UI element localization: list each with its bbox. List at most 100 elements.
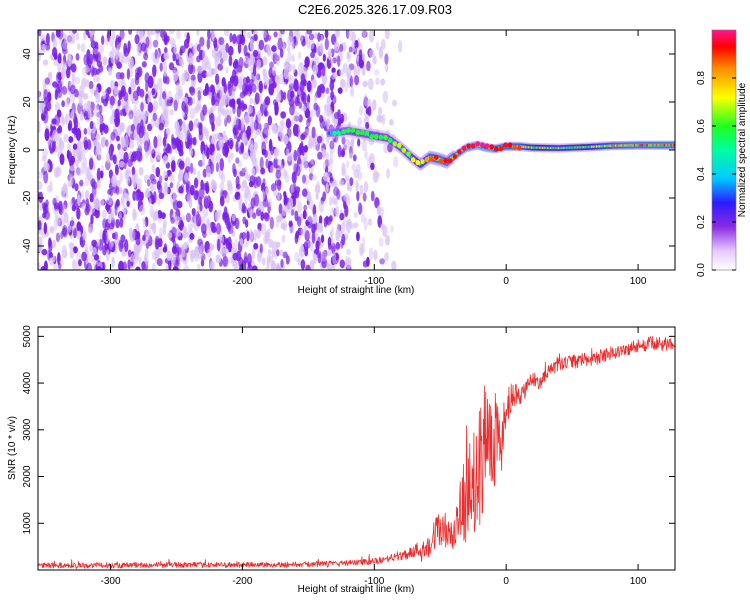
spectrogram-noise-blob [178, 89, 183, 96]
spectrogram-noise-blob [260, 182, 266, 193]
spectrogram-noise-blob [193, 190, 199, 201]
spectrogram-noise-blob [300, 34, 304, 42]
spectrogram-y-tick-label: 0 [22, 147, 33, 153]
spectrogram-noise-blob [239, 237, 244, 246]
spectrogram-noise-blob [319, 118, 325, 129]
spectrogram-noise-blob [262, 197, 269, 208]
spectrogram-noise-blob [107, 67, 113, 76]
spectrogram-noise-blob [384, 30, 390, 40]
spectrogram-noise-blob [260, 222, 267, 235]
spectrogram-noise-blob [225, 222, 232, 230]
spectrogram-noise-blob [156, 258, 163, 267]
spectrogram-noise-blob [276, 159, 283, 166]
spectrogram-noise-blob [103, 124, 109, 134]
spectrogram-noise-blob [76, 230, 82, 240]
spectrogram-noise-blob [321, 85, 326, 94]
spectrogram-noise-blob [188, 52, 193, 66]
spectrogram-signal-peak [512, 144, 517, 151]
spectrogram-noise-blob [175, 128, 181, 138]
spectrogram-noise-blob [282, 168, 287, 180]
spectrogram-noise-blob [365, 107, 370, 115]
spectrogram-noise-blob [106, 194, 113, 206]
spectrogram-noise-blob [163, 186, 169, 196]
spectrogram-noise-blob [90, 66, 95, 77]
spectrogram-noise-blob [366, 256, 370, 267]
snr-x-tick-label: -300 [101, 576, 121, 587]
spectrogram-noise-blob [118, 186, 123, 195]
spectrogram-noise-blob [315, 42, 320, 54]
spectrogram-noise-blob [265, 128, 271, 137]
spectrogram-noise-blob [238, 145, 245, 155]
spectrogram-noise-blob [168, 173, 175, 183]
spectrogram-noise-blob [111, 174, 117, 188]
spectrogram-noise-blob [55, 232, 61, 243]
spectrogram-noise-blob [72, 227, 77, 239]
spectrogram-noise-blob [62, 54, 67, 66]
spectrogram-noise-blob [215, 116, 222, 128]
spectrogram-noise-blob [143, 140, 149, 153]
spectrogram-noise-blob [81, 251, 87, 262]
spectrogram-noise-blob [293, 111, 300, 123]
spectrogram-noise-blob [133, 243, 139, 253]
spectrogram-noise-blob [69, 220, 75, 227]
spectrogram-noise-blob [317, 253, 322, 264]
spectrogram-noise-blob [372, 99, 377, 112]
spectrogram-noise-blob [197, 65, 203, 74]
spectrogram-noise-blob [185, 212, 192, 223]
spectrogram-noise-blob [144, 190, 151, 198]
spectrogram-y-tick-label: -20 [22, 190, 33, 205]
spectrogram-noise-blob [368, 247, 374, 260]
spectrogram-noise-blob [322, 171, 329, 182]
spectrogram-noise-blob [134, 67, 141, 76]
spectrogram-noise-blob [93, 254, 100, 261]
spectrogram-noise-blob [100, 170, 104, 179]
spectrogram-noise-blob [38, 191, 41, 198]
spectrogram-noise-blob [356, 190, 360, 202]
spectrogram-noise-blob [43, 170, 49, 184]
spectrogram-noise-blob [303, 241, 309, 251]
spectrogram-noise-blob [70, 155, 76, 164]
spectrogram-noise-blob [100, 124, 104, 136]
colorbar-ticks: 0.0 0.2 0.4 0.6 0.8 [696, 71, 736, 277]
spectrogram-noise-blob [270, 165, 275, 174]
spectrogram-noise-blob [250, 121, 254, 134]
spectrogram-noise-blob [292, 195, 297, 207]
spectrogram-noise-blob [214, 133, 221, 140]
spectrogram-signal-peak [452, 153, 457, 160]
spectrogram-noise-blob [130, 153, 135, 163]
spectrogram-noise-blob [298, 62, 304, 74]
spectrogram-noise-blob [253, 64, 257, 77]
spectrogram-noise-blob [253, 34, 258, 42]
spectrogram-noise-blob [302, 159, 308, 170]
spectrogram-noise-blob [358, 49, 363, 59]
spectrogram-noise-blob [290, 209, 295, 216]
spectrogram-noise-blob [114, 201, 118, 210]
spectrogram-noise-blob [101, 209, 107, 220]
spectrogram-noise-blob [253, 119, 258, 131]
spectrogram-noise-blob [379, 258, 385, 265]
spectrogram-x-tick-label: 100 [630, 276, 647, 287]
spectrogram-noise-blob [232, 75, 239, 87]
spectrogram-noise-blob [283, 204, 289, 213]
spectrogram-noise-blob [227, 184, 233, 191]
colorbar-tick-label: 0.0 [696, 263, 707, 277]
spectrogram-noise-blob [291, 115, 296, 125]
spectrogram-noise-blob [255, 229, 261, 239]
spectrogram-noise-blob [227, 83, 233, 97]
spectrogram-noise-blob [127, 40, 131, 53]
spectrogram-noise-blob [339, 212, 345, 221]
spectrogram-noise-blob [334, 205, 340, 217]
spectrogram-noise-blob [306, 101, 311, 109]
spectrogram-noise-blob [111, 30, 116, 40]
spectrogram-noise-blob [320, 250, 327, 262]
spectrogram-noise-blob [118, 147, 124, 161]
spectrogram-noise-blob [321, 64, 326, 77]
spectrogram-noise-blob [38, 90, 41, 102]
spectrogram-noise-blob [322, 160, 327, 170]
spectrogram-noise-blob [218, 47, 222, 60]
spectrogram-noise-blob [137, 177, 142, 190]
spectrogram-signal-peak [434, 154, 439, 160]
spectrogram-noise-blob [311, 223, 316, 234]
spectrogram-noise-blob [189, 184, 195, 196]
